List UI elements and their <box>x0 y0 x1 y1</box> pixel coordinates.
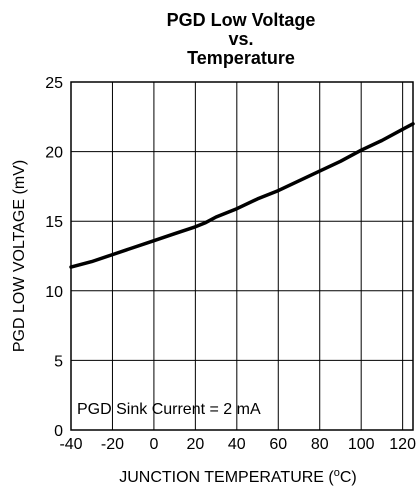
sink-current-annotation: PGD Sink Current = 2 mA <box>77 401 261 418</box>
y-tick-label: 10 <box>45 284 63 301</box>
y-axis-label: PGD LOW VOLTAGE (mV) <box>11 160 28 352</box>
x-tick-label: -20 <box>101 436 124 453</box>
plot-frame <box>70 81 414 431</box>
x-axis-label-unit: C) <box>340 469 357 486</box>
chart-title-line-1: PGD Low Voltage <box>166 10 316 30</box>
y-tick-label: 0 <box>54 423 63 440</box>
series-line <box>69 122 415 269</box>
y-tick-label: 15 <box>45 214 63 231</box>
y-tick-label: 20 <box>45 145 63 162</box>
x-tick-labels: -40 -20 0 20 40 60 80 100 120 <box>59 436 416 453</box>
chart-title-line-2: vs. <box>228 29 254 49</box>
x-tick-label: 60 <box>269 436 287 453</box>
x-tick-label: -40 <box>59 436 82 453</box>
x-tick-label: 0 <box>149 436 158 453</box>
y-tick-label: 5 <box>54 353 63 370</box>
x-tick-label: 120 <box>389 436 416 453</box>
x-axis-label-superscript: o <box>334 467 340 479</box>
grid-lines <box>71 82 413 430</box>
chart-title-line-3: Temperature <box>187 48 295 68</box>
x-tick-label: 40 <box>228 436 246 453</box>
y-tick-labels: 0 5 10 15 20 25 <box>45 75 63 440</box>
x-tick-label: 100 <box>348 436 375 453</box>
x-axis-label: JUNCTION TEMPERATURE (oC) <box>119 467 357 486</box>
y-tick-label: 25 <box>45 75 63 92</box>
x-tick-label: 20 <box>186 436 204 453</box>
x-axis-label-main: JUNCTION TEMPERATURE ( <box>119 469 334 486</box>
x-tick-label: 80 <box>311 436 329 453</box>
